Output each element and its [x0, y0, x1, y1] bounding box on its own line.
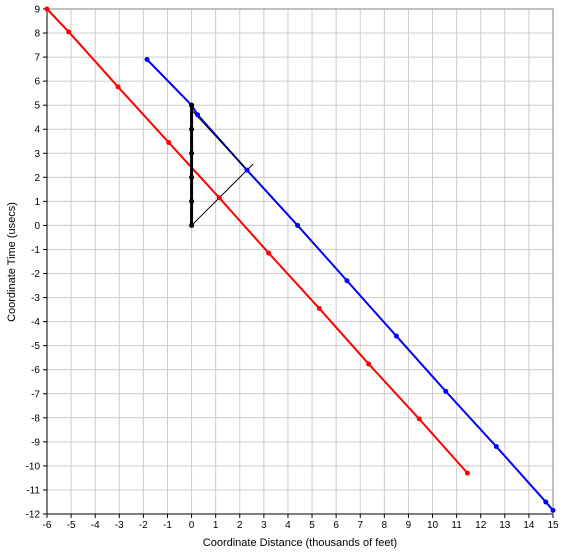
y-tick-label: 4	[34, 125, 40, 136]
series-2-point	[189, 222, 195, 228]
series-0-point	[416, 416, 422, 422]
y-tick-label: -9	[31, 437, 40, 448]
series-0-point	[366, 361, 372, 367]
series-0-point	[316, 305, 322, 311]
series-line-0	[46, 8, 469, 474]
y-tick-label: -11	[26, 485, 40, 496]
series-2-point	[189, 150, 195, 156]
x-tick-label: 15	[547, 520, 559, 531]
x-tick-label: 9	[406, 520, 412, 531]
series-0-point	[266, 250, 272, 256]
y-tick-label: 6	[34, 77, 40, 88]
x-tick-label: -2	[139, 520, 148, 531]
series-1-point	[393, 333, 399, 339]
series-0-point	[66, 29, 72, 35]
x-tick-label: 0	[189, 520, 195, 531]
x-tick-label: 2	[237, 520, 243, 531]
y-tick-label: -6	[31, 365, 40, 376]
plot-area	[47, 9, 553, 514]
x-axis-title: Coordinate Distance (thousands of feet)	[203, 537, 397, 549]
y-axis-title: Coordinate Time (usecs)	[6, 202, 18, 322]
series-line-4	[191, 109, 248, 171]
x-tick-label: 13	[499, 520, 511, 531]
series-0-point	[216, 195, 222, 201]
series-1-point	[443, 388, 449, 394]
series-1-point	[493, 444, 499, 450]
x-tick-label: -5	[67, 520, 76, 531]
y-tick-label: -3	[31, 293, 40, 304]
series-1-point	[144, 57, 150, 62]
series-line-3	[191, 163, 254, 226]
y-tick-label: 3	[34, 149, 40, 160]
series-0-point	[166, 139, 172, 145]
y-tick-label: -1	[31, 245, 40, 256]
x-tick-label: 3	[261, 520, 267, 531]
x-tick-label: 7	[357, 520, 363, 531]
y-tick-label: -4	[31, 317, 40, 328]
series-1-point	[543, 499, 549, 505]
x-tick-label: -6	[43, 520, 52, 531]
x-tick-label: -3	[115, 520, 124, 531]
x-tick-label: 8	[382, 520, 388, 531]
y-tick-label: -8	[31, 413, 40, 424]
y-tick-label: -2	[31, 269, 40, 280]
y-tick-label: -10	[26, 461, 41, 472]
x-tick-label: 10	[427, 520, 439, 531]
y-tick-label: -5	[31, 341, 40, 352]
series-1-point	[550, 507, 556, 513]
grid	[46, 8, 554, 515]
series-0-point	[464, 470, 470, 476]
x-tick-label: 12	[475, 520, 487, 531]
series-0-point	[115, 84, 121, 90]
x-tick-label: -4	[91, 520, 100, 531]
series-2-point	[189, 126, 195, 132]
x-tick-label: 4	[285, 520, 291, 531]
x-tick-label: 14	[523, 520, 535, 531]
series-2-point	[189, 198, 195, 204]
y-tick-label: 7	[34, 53, 40, 64]
x-tick-label: 6	[333, 520, 339, 531]
y-tick-label: 0	[34, 221, 40, 232]
y-tick-label: -12	[26, 510, 41, 521]
series-1-point	[195, 112, 201, 118]
y-tick-label: 9	[34, 5, 40, 16]
series-1-point	[344, 278, 350, 284]
y-tick-label: 5	[34, 101, 40, 112]
x-tick-label: 1	[213, 520, 219, 531]
y-tick-label: 2	[34, 173, 40, 184]
series-2-point	[189, 174, 195, 180]
series-0-point	[44, 6, 50, 12]
ticks: -6 -5 -4 -3 -2 -1 0 1 2 3 4 5 6 7 8 9 10 11 12 13 14 15-12-11…	[26, 5, 559, 532]
x-tick-label: 5	[309, 520, 315, 531]
series-layer	[44, 6, 556, 513]
series-1-point	[244, 167, 250, 173]
y-tick-label: 1	[34, 197, 40, 208]
x-tick-label: 11	[451, 520, 462, 531]
series-2-point	[189, 102, 195, 108]
y-tick-label: -7	[31, 389, 40, 400]
series-1-point	[295, 222, 301, 228]
y-tick-label: 8	[34, 29, 40, 40]
x-tick-label: -1	[163, 520, 172, 531]
